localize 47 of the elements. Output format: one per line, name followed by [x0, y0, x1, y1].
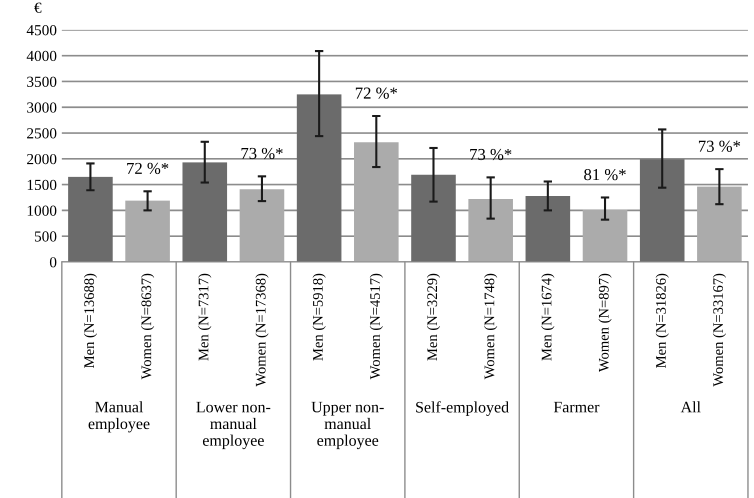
annotation: 72 %* [127, 162, 168, 174]
x-tick-label: Men (N=5918) [312, 274, 326, 361]
bar [526, 196, 570, 262]
bar [240, 189, 284, 262]
y-tick-label: 2000 [27, 154, 56, 164]
bar [182, 162, 228, 262]
bar [354, 142, 399, 262]
y-tick-label: 1500 [28, 180, 56, 190]
text: All [680, 401, 701, 412]
text: Lower non- manual employee [196, 402, 270, 450]
bar [411, 174, 456, 262]
y-tick-label: 3000 [27, 102, 56, 113]
y-tick-label: 1000 [28, 206, 56, 216]
x-tick-label: Women (N=897) [598, 274, 612, 372]
y-tick-label: 500 [34, 231, 56, 242]
y-tick-label: 2500 [27, 128, 56, 138]
bar [296, 94, 342, 262]
annotation: 73 %* [470, 148, 512, 160]
x-tick-label: Men (N=31826) [656, 274, 669, 368]
annotation: 81 %* [584, 168, 626, 180]
x-tick-label: Women (N=8637) [140, 274, 154, 380]
y-tick-label: 0 [50, 257, 56, 268]
x-tick-label: Women (N=4517) [370, 274, 383, 380]
bar [640, 159, 684, 262]
x-tick-label: Men (N=7317) [198, 274, 212, 361]
y-tick-label: 4500 [26, 25, 56, 36]
text: Farmer [554, 402, 600, 412]
x-tick-label: Men (N=3229) [426, 274, 440, 361]
annotation: 73 %* [698, 140, 740, 152]
y-tick-label: 4000 [26, 50, 56, 62]
x-tick-label: Women (N=1748) [484, 274, 498, 380]
bar [125, 200, 170, 262]
annotation: 72 %* [356, 87, 398, 99]
text: Self-employed [416, 401, 509, 416]
text: Upper non- manual employee [311, 402, 384, 450]
y-tick-label: 3500 [27, 76, 56, 87]
x-tick-label: Women (N=33167) [712, 274, 726, 387]
annotation: 73 %* [242, 148, 283, 160]
x-tick-label: Women (N=17368) [255, 274, 269, 387]
x-tick-label: Men (N=13688) [84, 274, 98, 368]
bar [582, 209, 628, 262]
y-axis-title: € [34, 2, 42, 13]
text: Manual employee [88, 401, 150, 432]
bar [468, 199, 513, 262]
x-tick-label: Men (N=1674) [541, 274, 554, 361]
bar [68, 176, 113, 262]
bar [697, 186, 742, 262]
